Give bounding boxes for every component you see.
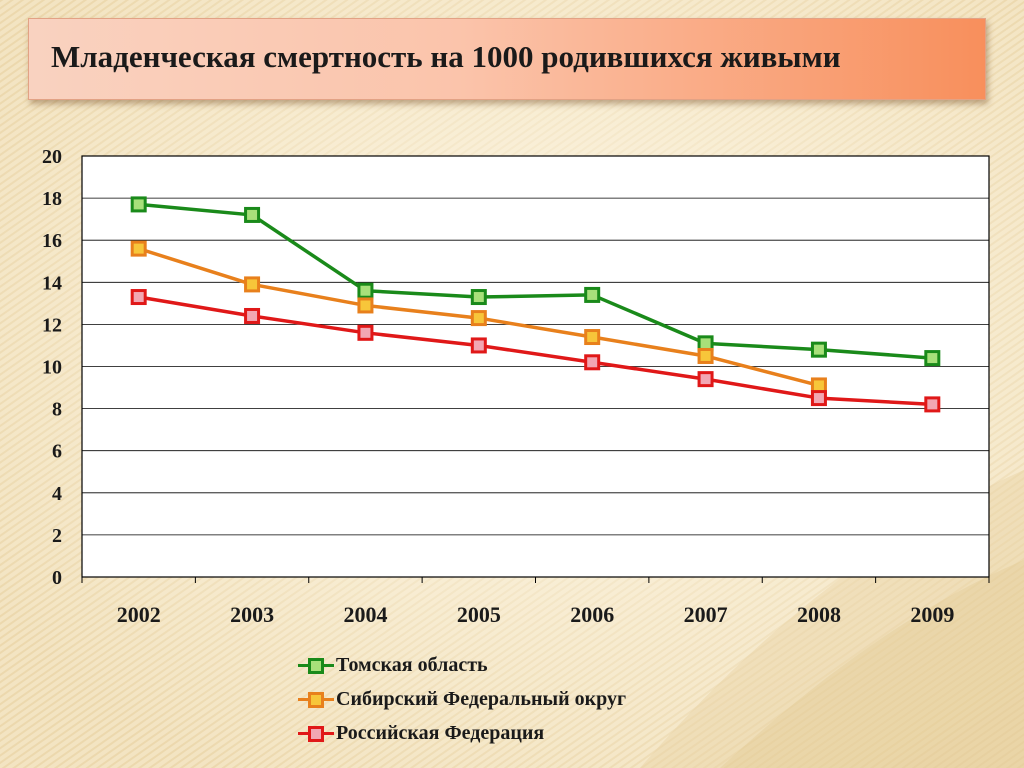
x-tick-label: 2004	[343, 602, 387, 627]
data-point-siberia	[357, 297, 374, 314]
title-banner: Младенческая смертность на 1000 родивших…	[28, 18, 986, 100]
data-point-russia	[810, 390, 827, 407]
x-tick-label: 2009	[910, 602, 954, 627]
legend-swatch-tomsk	[298, 655, 334, 675]
data-point-tomsk	[244, 206, 261, 223]
data-point-siberia	[470, 310, 487, 327]
x-tick-label: 2008	[797, 602, 841, 627]
legend-swatch-siberia	[298, 689, 334, 709]
legend-label-siberia: Сибирский Федеральный округ	[336, 687, 627, 710]
data-point-tomsk	[357, 282, 374, 299]
data-point-russia	[130, 289, 147, 306]
legend-label-russia: Российская Федерация	[336, 721, 545, 744]
x-tick-label: 2005	[457, 602, 501, 627]
data-point-russia	[697, 371, 714, 388]
legend: Томская область Сибирский Федеральный ок…	[298, 648, 626, 750]
data-point-siberia	[130, 240, 147, 257]
series-line-russia	[138, 295, 933, 407]
y-tick-label: 14	[42, 272, 62, 294]
data-point-tomsk	[810, 341, 827, 358]
y-tick-label: 18	[42, 188, 62, 210]
data-point-siberia	[697, 347, 714, 364]
x-tick-label: 2007	[684, 602, 728, 627]
gridlines	[82, 197, 989, 536]
legend-item-tomsk: Томская область	[298, 648, 626, 682]
data-point-tomsk	[470, 289, 487, 306]
data-point-siberia	[810, 377, 827, 394]
data-point-russia	[357, 324, 374, 341]
data-point-russia	[470, 337, 487, 354]
data-point-tomsk	[584, 286, 601, 303]
data-point-russia	[584, 354, 601, 371]
legend-swatch-russia	[298, 723, 334, 743]
y-tick-label: 4	[52, 483, 62, 505]
slide-title: Младенческая смертность на 1000 родивших…	[51, 39, 841, 74]
y-tick-label: 2	[52, 525, 62, 547]
legend-item-russia: Российская Федерация	[298, 716, 626, 750]
y-tick-label: 12	[42, 314, 62, 336]
y-tick-label: 0	[52, 567, 62, 589]
data-point-russia	[924, 396, 941, 413]
data-point-siberia	[244, 276, 261, 293]
series-layer	[130, 196, 941, 413]
legend-label-tomsk: Томская область	[336, 653, 488, 676]
x-tick-label: 2002	[117, 602, 161, 627]
x-tick-label: 2003	[230, 602, 274, 627]
y-tick-label: 20	[42, 146, 62, 168]
series-line-tomsk	[138, 202, 933, 360]
y-tick-label: 16	[42, 230, 62, 252]
y-tick-label: 8	[52, 399, 62, 421]
y-tick-label: 10	[42, 357, 62, 379]
x-tick-label: 2006	[570, 602, 614, 627]
data-point-tomsk	[130, 196, 147, 213]
data-point-tomsk	[924, 350, 941, 367]
data-point-siberia	[584, 329, 601, 346]
legend-item-siberia: Сибирский Федеральный округ	[298, 682, 626, 716]
axes: 0 2 4 6 8 10 12 14 16 18 20 2002 2003 2004 2005 2006 200…	[42, 146, 990, 627]
y-tick-label: 6	[52, 441, 62, 463]
data-point-russia	[244, 307, 261, 324]
data-point-tomsk	[697, 335, 714, 352]
